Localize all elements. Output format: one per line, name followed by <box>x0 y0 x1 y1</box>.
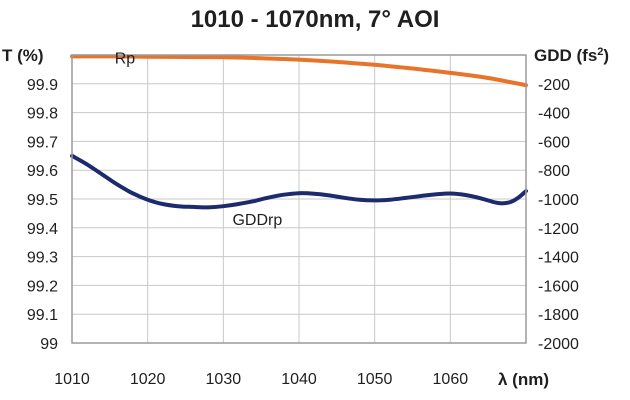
x-tick-label: 1040 <box>281 371 317 388</box>
y-right-axis-title: GDD (fs2) <box>534 46 609 65</box>
series-layer <box>70 54 528 210</box>
y-right-tick-label: -200 <box>538 77 570 94</box>
y-left-tick-label: 99.1 <box>27 307 58 324</box>
plot-frame <box>71 54 527 344</box>
y-left-tick-label: 99.2 <box>27 278 58 295</box>
y-left-tick-label: 99.4 <box>27 221 58 238</box>
y-right-tick-label: -1600 <box>538 278 579 295</box>
y-left-tick-label: 99.7 <box>27 134 58 151</box>
y-right-tick-label: -1400 <box>538 250 579 267</box>
x-tick-label: 1020 <box>130 371 166 388</box>
grid-layer <box>71 55 526 344</box>
y-right-tick-label: -400 <box>538 106 570 123</box>
y-right-axis-title-main: GDD (fs <box>534 46 597 65</box>
series-label-gddrp: GDDrp <box>232 212 282 229</box>
y-left-axis-title: T (%) <box>2 46 44 65</box>
y-right-tick-label: -600 <box>538 134 570 151</box>
y-right-tick-label: -2000 <box>538 336 579 353</box>
tick-layer: 1010 1020 1030 1040 1050 1060 99 99.1 99.2 99.3 99… <box>27 77 579 388</box>
x-tick-label: 1030 <box>206 371 242 388</box>
x-tick-label: 1060 <box>433 371 469 388</box>
x-axis-title: λ (nm) <box>498 370 549 389</box>
x-tick-label: 1050 <box>357 371 393 388</box>
y-left-tick-label: 99.6 <box>27 163 58 180</box>
label-layer: Rp GDDrp <box>115 51 283 229</box>
y-right-tick-label: -800 <box>538 163 570 180</box>
series-label-rp: Rp <box>115 51 136 68</box>
y-right-tick-label: -1200 <box>538 221 579 238</box>
y-left-tick-label: 99.8 <box>27 106 58 123</box>
y-left-tick-label: 99.5 <box>27 192 58 209</box>
y-right-tick-label: -1000 <box>538 192 579 209</box>
y-right-axis-title-end: ) <box>603 46 609 65</box>
y-left-tick-label: 99 <box>40 336 58 353</box>
y-right-tick-label: -1800 <box>538 307 579 324</box>
series-line-gddrp <box>70 153 528 210</box>
frame-layer <box>71 54 527 344</box>
y-left-tick-label: 99.3 <box>27 250 58 267</box>
y-left-tick-label: 99.9 <box>27 77 58 94</box>
chart-title: 1010 - 1070nm, 7° AOI <box>191 6 440 33</box>
series-line-rp <box>70 54 528 88</box>
y-right-axis-title-superscript: 2 <box>597 46 603 58</box>
x-tick-label: 1010 <box>54 371 90 388</box>
